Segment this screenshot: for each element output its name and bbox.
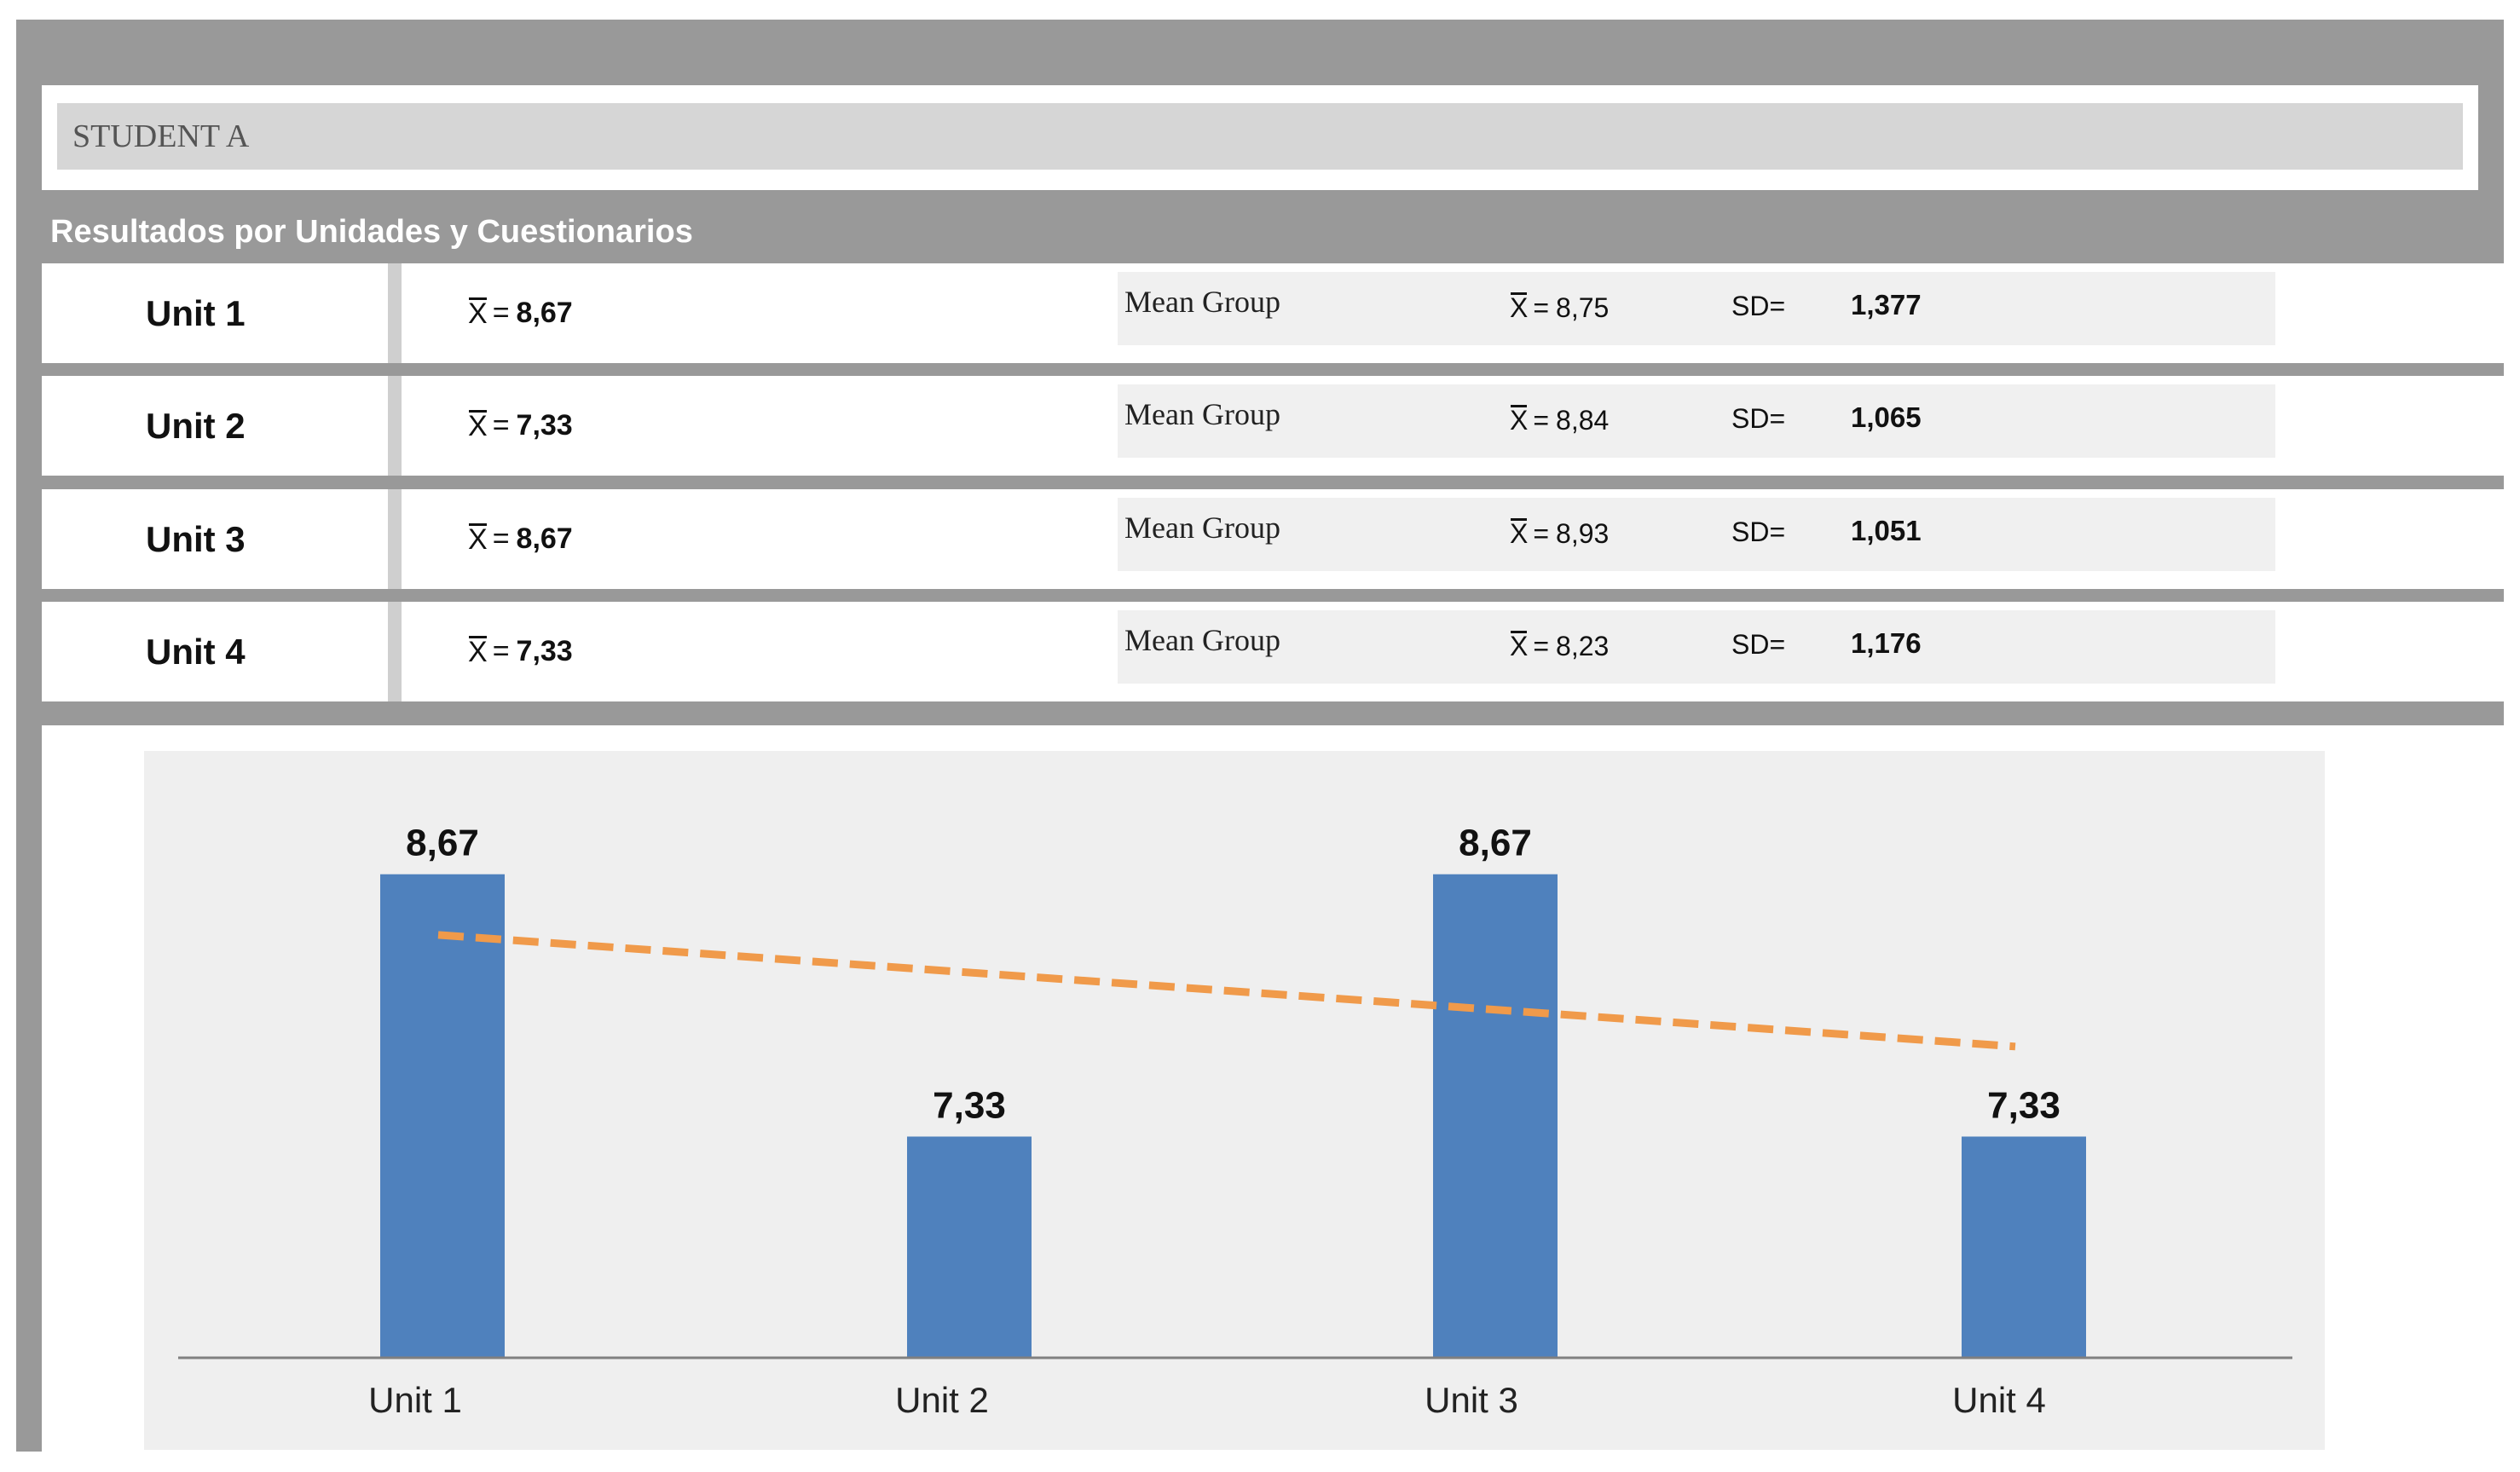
- unit-row: Unit 3 X = 8,67 Mean Group X = 8,93 SD= 1,05…: [42, 489, 2504, 589]
- data-label: 8,67: [406, 823, 479, 864]
- unit-row: Unit 2 X = 7,33 Mean Group X = 8,84 SD= 1,06…: [42, 376, 2504, 476]
- mean-symbol: X: [468, 410, 488, 442]
- mean-equals: =: [1533, 405, 1550, 436]
- sd-value: 1,377: [1851, 289, 1922, 320]
- unit-label: Unit 1: [146, 292, 246, 333]
- trendline: [437, 931, 2016, 1051]
- sd-label: SD=: [1731, 403, 1786, 434]
- sd-label: SD=: [1731, 517, 1786, 547]
- data-label: 7,33: [1987, 1084, 2061, 1126]
- x-tick-label: Unit 4: [1952, 1380, 2046, 1420]
- group-stats: Mean Group X = 8,84 SD= 1,065: [1118, 384, 2275, 458]
- group-mean-value: 8,75: [1556, 292, 1610, 323]
- x-tick-label: Unit 3: [1425, 1380, 1518, 1420]
- group-label: Mean Group: [1124, 623, 1280, 657]
- x-tick-label: Unit 2: [895, 1380, 989, 1420]
- mean-symbol: X: [1510, 292, 1529, 323]
- mean-equals: =: [492, 635, 510, 667]
- group-mean-value: 8,93: [1556, 518, 1610, 549]
- unit-label: Unit 4: [146, 631, 246, 672]
- unit-row: Unit 4 X = 7,33 Mean Group X = 8,23 SD= 1,17…: [42, 602, 2504, 701]
- row-separator: [388, 376, 402, 476]
- chart-area: 8,67 7,33 8,67 7,33 Unit 1 Unit 2 Unit 3 Unit 4: [144, 751, 2325, 1450]
- sd-value: 1,065: [1851, 401, 1922, 433]
- unit-label: Unit 3: [146, 518, 246, 559]
- mean-symbol: X: [468, 297, 488, 330]
- row-separator: [388, 602, 402, 701]
- mean-equals: =: [1533, 631, 1550, 661]
- student-mean: X = 7,33: [468, 602, 573, 701]
- bar-chart: 8,67 7,33 8,67 7,33 Unit 1 Unit 2 Unit 3 Unit 4: [178, 823, 2292, 1420]
- bar: [1433, 874, 1558, 1358]
- mean-equals: =: [492, 297, 510, 329]
- group-stats: Mean Group X = 8,23 SD= 1,176: [1118, 610, 2275, 684]
- student-mean: X = 8,67: [468, 489, 573, 589]
- student-mean: X = 8,67: [468, 263, 573, 363]
- group-mean-value: 8,23: [1556, 631, 1610, 661]
- mean-symbol: X: [1510, 405, 1529, 436]
- group-stats: Mean Group X = 8,93 SD= 1,051: [1118, 498, 2275, 571]
- sd-value: 1,051: [1851, 515, 1922, 546]
- group-mean: X = 8,84: [1510, 403, 1609, 436]
- chart-panel: 8,67 7,33 8,67 7,33 Unit 1 Unit 2 Unit 3 Unit 4: [42, 725, 2504, 1460]
- section-title: Resultados por Unidades y Cuestionarios: [50, 214, 693, 250]
- student-header: STUDENT A: [42, 85, 2478, 190]
- unit-label: Unit 2: [146, 405, 246, 446]
- student-mean: X = 7,33: [468, 376, 573, 476]
- student-mean-value: 8,67: [516, 297, 573, 329]
- student-mean-value: 7,33: [516, 635, 573, 667]
- sd-label: SD=: [1731, 629, 1786, 660]
- row-separator: [388, 489, 402, 589]
- group-stats: Mean Group X = 8,75 SD= 1,377: [1118, 272, 2275, 345]
- student-mean-value: 7,33: [516, 409, 573, 442]
- student-name: STUDENT A: [57, 103, 2463, 170]
- bar: [1962, 1136, 2086, 1358]
- report-frame: STUDENT A Resultados por Unidades y Cues…: [16, 20, 2504, 1460]
- mean-equals: =: [492, 409, 510, 442]
- mean-symbol: X: [1510, 518, 1529, 549]
- sd-value: 1,176: [1851, 627, 1922, 659]
- x-tick-label: Unit 1: [368, 1380, 462, 1420]
- unit-row: Unit 1 X = 8,67 Mean Group X = 8,75 SD= 1,37…: [42, 263, 2504, 363]
- mean-equals: =: [1533, 292, 1550, 323]
- mean-symbol: X: [468, 636, 488, 668]
- student-mean-value: 8,67: [516, 522, 573, 555]
- mean-symbol: X: [468, 523, 488, 556]
- sd-label: SD=: [1731, 291, 1786, 321]
- data-label: 7,33: [933, 1084, 1006, 1126]
- data-label: 8,67: [1459, 823, 1532, 864]
- mean-symbol: X: [1510, 631, 1529, 661]
- group-mean: X = 8,93: [1510, 517, 1609, 550]
- mean-equals: =: [1533, 518, 1550, 549]
- group-label: Mean Group: [1124, 511, 1280, 545]
- group-label: Mean Group: [1124, 285, 1280, 319]
- group-mean: X = 8,23: [1510, 629, 1609, 662]
- bar: [907, 1136, 1032, 1358]
- group-mean-value: 8,84: [1556, 405, 1610, 436]
- group-label: Mean Group: [1124, 397, 1280, 431]
- bar: [380, 874, 505, 1358]
- group-mean: X = 8,75: [1510, 291, 1609, 324]
- row-separator: [388, 263, 402, 363]
- mean-equals: =: [492, 522, 510, 555]
